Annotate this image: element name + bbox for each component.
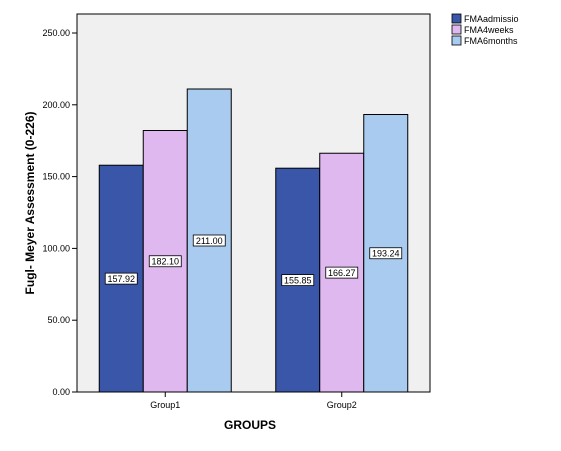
data-label: 166.27: [328, 268, 356, 278]
data-label-box: [325, 266, 359, 279]
data-labels-layer: 157.92 182.10 211.00 155.85 166.27 193.24: [104, 234, 403, 286]
data-label: 182.10: [151, 257, 179, 267]
y-tick-label: 150.00: [42, 172, 70, 182]
legend-label: FMA6months: [464, 36, 518, 46]
data-label-box: [192, 234, 226, 247]
y-tick-label: 0.00: [52, 387, 70, 397]
data-label: 157.92: [107, 274, 135, 284]
legend-swatch: [451, 13, 462, 24]
data-label-box: [104, 272, 138, 285]
x-axis: Group1 Group2: [150, 392, 357, 410]
x-tick-label: Group1: [150, 400, 180, 410]
data-label: 155.85: [284, 275, 312, 285]
legend-swatch: [451, 24, 462, 35]
x-tick-label: Group2: [327, 400, 357, 410]
y-axis-title: Fugl- Meyer Assessment (0-226): [23, 112, 37, 295]
y-tick-label: 200.00: [42, 100, 70, 110]
y-tick-label: 100.00: [42, 243, 70, 253]
y-axis: 0.00 50.00 100.00 150.00 200.00 250.00: [42, 28, 77, 397]
data-label-box: [369, 247, 403, 260]
data-label-box: [281, 274, 315, 286]
x-axis-title: GROUPS: [224, 418, 276, 432]
data-label: 211.00: [196, 236, 223, 246]
legend-swatch: [451, 35, 462, 46]
y-tick-label: 250.00: [42, 28, 70, 38]
legend-label: FMA4weeks: [464, 25, 514, 35]
y-tick-label: 50.00: [47, 315, 70, 325]
legend-label: FMAadmissio: [464, 14, 519, 24]
data-label: 193.24: [372, 249, 400, 259]
data-label-box: [148, 255, 182, 268]
